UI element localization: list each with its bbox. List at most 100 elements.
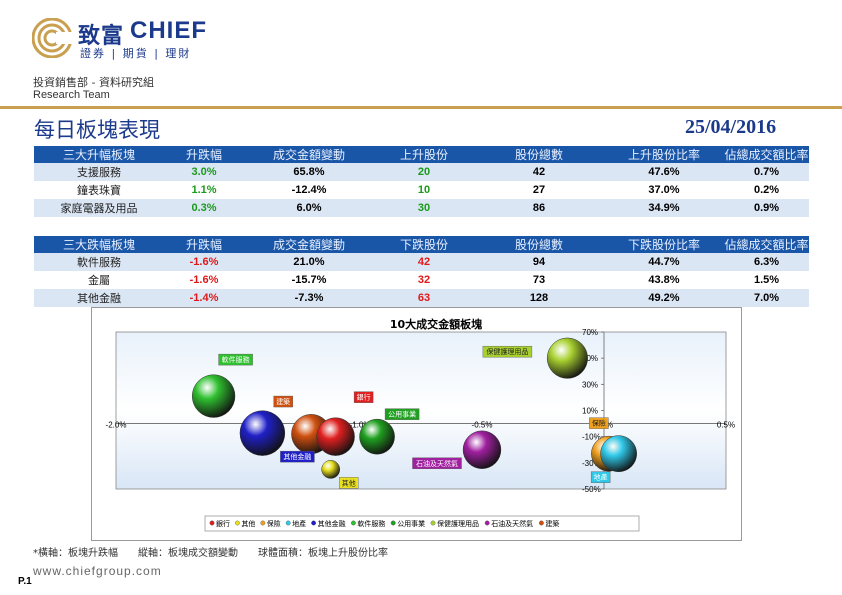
rising-ratio: 34.9% <box>604 199 724 217</box>
bubble-label: 軟件服務 <box>222 355 250 364</box>
legend-entry: 地產 <box>292 519 306 528</box>
turnover-change: -7.3% <box>244 289 374 307</box>
legend-marker <box>484 520 490 526</box>
chief-logo-icon <box>32 18 72 58</box>
column-header: 上升股份比率 <box>604 146 724 163</box>
y-tick-label: 30% <box>582 380 598 389</box>
bubble-label-bg <box>218 353 253 366</box>
x-tick-label: -0.5% <box>472 421 493 430</box>
turnover-share: 7.0% <box>724 289 809 307</box>
falling-count: 42 <box>374 253 474 271</box>
bubble-label-bg <box>280 450 315 463</box>
y-tick-label: -30% <box>582 459 601 468</box>
bubble-label-bg <box>353 391 374 403</box>
y-tick-label: -10% <box>582 433 601 442</box>
y-tick-label: -50% <box>582 485 601 494</box>
turnover-change: 65.8% <box>244 163 374 181</box>
table-header-row: 三大升幅板塊 升跌幅 成交金額變動 上升股份 股份總數 上升股份比率 佔總成交額… <box>34 146 809 163</box>
rising-count: 10 <box>417 184 431 196</box>
header-divider <box>0 106 842 109</box>
change-pct: 1.1% <box>191 184 217 196</box>
column-header: 佔總成交額比率 <box>724 236 809 253</box>
bubble-1 <box>239 410 286 456</box>
department-label: 投資銷售部 - 資料研究組 <box>33 76 154 89</box>
bubble-label: 其他 <box>342 478 356 487</box>
bubble-label-bg <box>384 408 420 420</box>
bubble-label-bg <box>482 345 533 358</box>
legend-entry: 其他金融 <box>318 519 346 528</box>
change-pct: 3.0% <box>164 163 244 181</box>
total-count: 128 <box>474 289 604 307</box>
bubble-7 <box>546 337 588 379</box>
x-tick-label: -1.0% <box>350 421 371 430</box>
column-header: 佔總成交額比率 <box>724 146 809 163</box>
falling-ratio: 44.7% <box>604 253 724 271</box>
turnover-share: 1.5% <box>753 274 780 286</box>
legend-marker <box>390 520 396 526</box>
bubble-0 <box>191 374 236 418</box>
legend-entry: 建築 <box>545 519 559 528</box>
column-header: 升跌幅 <box>164 236 244 253</box>
bubble-5 <box>359 418 395 455</box>
turnover-change: -12.4% <box>291 184 327 196</box>
bubble-3 <box>316 417 355 456</box>
bubble-label-bg <box>590 471 611 483</box>
column-header: 三大跌幅板塊 <box>34 236 164 253</box>
brand-name-en: CHIEF <box>130 17 207 44</box>
column-header: 股份總數 <box>474 146 604 163</box>
change-pct: 0.3% <box>164 199 244 217</box>
bubble-label: 銀行 <box>357 393 371 402</box>
turnover-share: 0.2% <box>753 184 780 196</box>
x-tick-label: -2.0% <box>106 421 127 430</box>
footnote: *橫軸：板塊升跌幅 縱軸：板塊成交額變動 球體面積：板塊上升股份比率 <box>33 548 388 559</box>
falling-count: 32 <box>417 274 431 286</box>
y-tick-label: 10% <box>582 407 598 416</box>
rising-count: 20 <box>374 163 474 181</box>
legend-marker <box>209 520 215 526</box>
column-header: 下跌股份比率 <box>604 236 724 253</box>
website-link[interactable]: www.chiefgroup.com <box>33 564 162 578</box>
falling-ratio: 49.2% <box>604 289 724 307</box>
bubble-label-bg <box>589 417 609 429</box>
column-header: 股份總數 <box>474 236 604 253</box>
table-header-row: 三大跌幅板塊 升跌幅 成交金額變動 下跌股份 股份總數 下跌股份比率 佔總成交額… <box>34 236 809 253</box>
legend-marker <box>311 520 316 526</box>
column-header: 成交金額變動 <box>244 236 374 253</box>
falling-count: 63 <box>374 289 474 307</box>
turnover-change: -15.7% <box>291 274 327 286</box>
table-row: 軟件服務 -1.6% 21.0% 42 94 44.7% 6.3% <box>34 253 809 271</box>
sector-name: 金屬 <box>88 275 110 287</box>
total-count: 27 <box>532 184 546 196</box>
bubble-label: 保險 <box>592 419 606 428</box>
table-row: 金屬 -1.6% -15.7% 32 73 43.8% 1.5% <box>34 271 809 289</box>
table-row: 其他金融 -1.4% -7.3% 63 128 49.2% 7.0% <box>34 289 809 307</box>
legend-marker <box>539 520 544 526</box>
sector-name: 家庭電器及用品 <box>34 199 164 217</box>
sector-name: 其他金融 <box>34 289 164 307</box>
top-gainers-table: 三大升幅板塊 升跌幅 成交金額變動 上升股份 股份總數 上升股份比率 佔總成交額… <box>34 146 809 217</box>
legend-entry: 銀行 <box>216 519 230 528</box>
sector-name: 軟件服務 <box>34 253 164 271</box>
page-title: 每日板塊表現 <box>34 118 160 142</box>
chart-title: 10大成交金額板塊 <box>390 317 482 331</box>
sector-name: 支援服務 <box>34 163 164 181</box>
page-number: P.1 <box>18 576 32 587</box>
bubble-label-bg <box>339 477 359 489</box>
y-tick-label: 70% <box>582 328 598 337</box>
rising-count: 30 <box>374 199 474 217</box>
total-count: 73 <box>532 274 546 286</box>
sector-name: 鐘表珠寶 <box>77 185 121 197</box>
bubble-label: 其他金融 <box>283 452 311 461</box>
legend-entry: 保險 <box>267 519 281 528</box>
change-pct: -1.4% <box>164 289 244 307</box>
bubble-9 <box>600 435 637 473</box>
page-date: 25/04/2016 <box>685 116 777 138</box>
legend-box <box>204 515 640 532</box>
table-row: 鐘表珠寶 1.1% -12.4% 10 27 37.0% 0.2% <box>34 181 809 199</box>
change-pct: -1.6% <box>189 274 219 286</box>
column-header: 升跌幅 <box>164 146 244 163</box>
bubble-label: 公用事業 <box>388 410 416 419</box>
bubble-label: 地產 <box>594 473 608 482</box>
x-tick-label: 0.5% <box>717 421 735 430</box>
table-row: 支援服務 3.0% 65.8% 20 42 47.6% 0.7% <box>34 163 809 181</box>
